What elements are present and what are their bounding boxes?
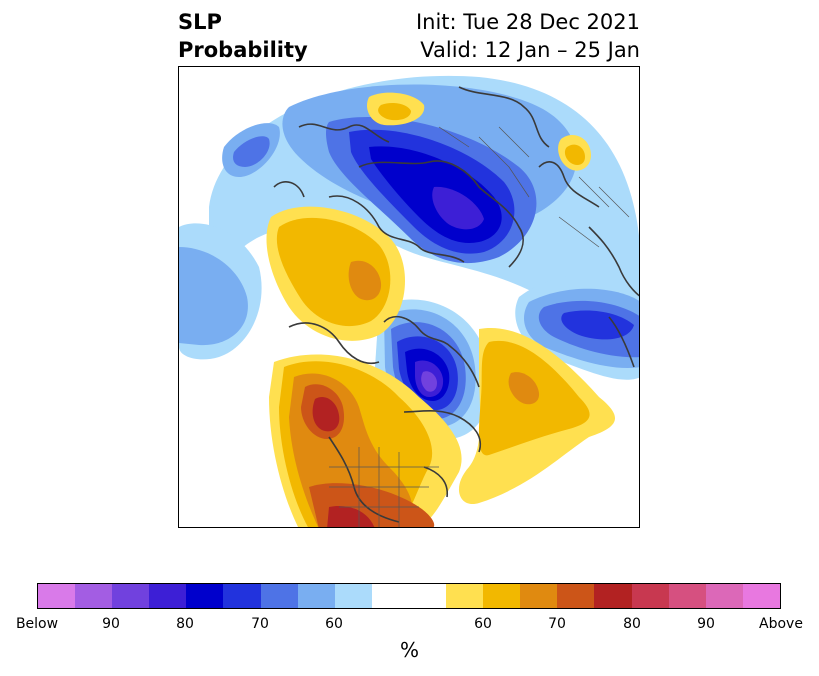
title-line-2: Probability: [178, 38, 308, 62]
colorbar-segment: [705, 584, 743, 608]
colorbar-tick-label: 60: [474, 616, 492, 632]
region-above-75-south: [327, 506, 375, 527]
colorbar-segment: [371, 584, 409, 608]
colorbar-segment: [668, 584, 706, 608]
colorbar: [37, 583, 781, 609]
borders: [329, 126, 630, 527]
colorbar-tick-label: 90: [697, 616, 715, 632]
region-above-75-west: [312, 396, 340, 432]
colorbar-tick-label: 80: [623, 616, 641, 632]
region-above-60-ne: [564, 144, 585, 165]
colorbar-segment: [38, 584, 76, 608]
colorbar-segment: [297, 584, 335, 608]
colorbar-segment: [75, 584, 113, 608]
region-below-70-nw: [233, 136, 270, 167]
probability-map: [179, 67, 639, 527]
valid-range: Valid: 12 Jan – 25 Jan: [420, 38, 640, 62]
colorbar-ticks: Below 90 80 70 60 60 70 80 90 Above: [0, 616, 819, 634]
colorbar-segment: [223, 584, 261, 608]
colorbar-segment: [557, 584, 595, 608]
coastlines: [273, 86, 639, 523]
colorbar-tick-label: 70: [548, 616, 566, 632]
region-above-65-atlantic: [508, 372, 540, 405]
colorbar-tick-label: 80: [176, 616, 194, 632]
colorbar-segment: [631, 584, 669, 608]
colorbar-segment: [334, 584, 372, 608]
title-line-1: SLP: [178, 10, 222, 34]
colorbar-segment: [520, 584, 558, 608]
colorbar-unit: %: [399, 638, 419, 662]
colorbar-tick-label: Below: [15, 616, 59, 632]
init-date: Init: Tue 28 Dec 2021: [415, 10, 640, 34]
colorbar-segment: [408, 584, 447, 608]
colorbar-segment: [594, 584, 632, 608]
colorbar-tick-label: Above: [759, 616, 803, 632]
colorbar-tick-label: 70: [251, 616, 269, 632]
colorbar-tick-label: 60: [325, 616, 343, 632]
map-title: SLP Probability: [178, 8, 308, 64]
region-below-65-west: [179, 247, 248, 346]
region-below-90-center: [421, 371, 437, 392]
region-below-85-north: [432, 186, 484, 230]
region-above-65-siberia: [348, 260, 382, 301]
colorbar-segment: [260, 584, 298, 608]
colorbar-segment: [149, 584, 187, 608]
colorbar-segment: [483, 584, 521, 608]
colorbar-tick-label: 90: [102, 616, 120, 632]
colorbar-segment: [742, 584, 780, 608]
region-below-75-east: [561, 310, 634, 340]
colorbar-segment: [186, 584, 224, 608]
colorbar-segment: [446, 584, 484, 608]
map-panel: [178, 66, 640, 528]
map-subtitle: Init: Tue 28 Dec 2021 Valid: 12 Jan – 25…: [416, 8, 640, 64]
region-above-60-north: [378, 103, 411, 121]
colorbar-segment: [112, 584, 150, 608]
